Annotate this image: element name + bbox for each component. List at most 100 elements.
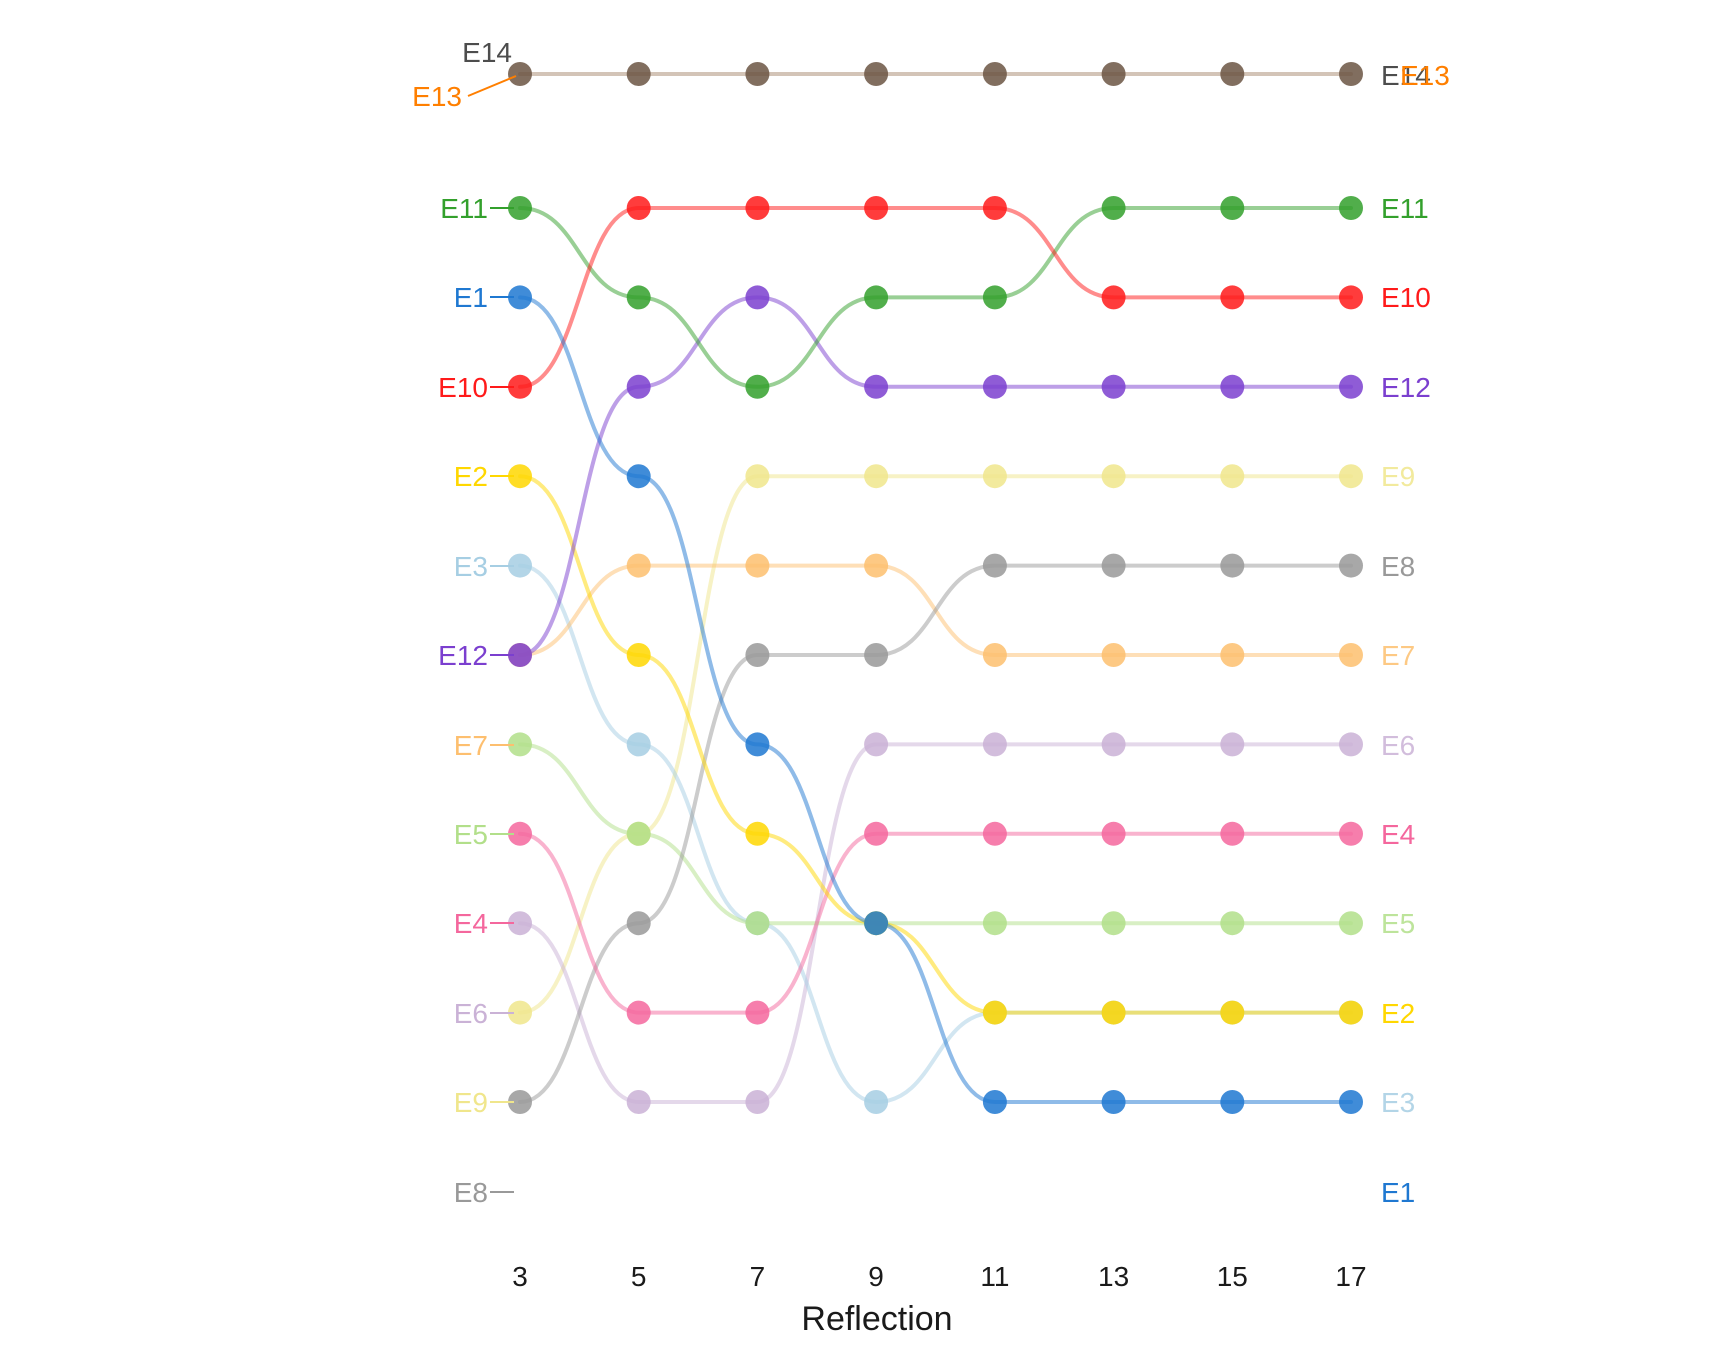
label-right-e5: E5 [1381, 908, 1415, 939]
point-e5-x3 [508, 732, 532, 757]
x-tick-label-3: 3 [512, 1261, 528, 1292]
label-right-e8: E8 [1381, 551, 1415, 582]
label-left-e12: E12 [438, 640, 488, 671]
point-e4-x7 [745, 1000, 770, 1025]
point-e9-x7 [745, 464, 770, 489]
point-e4-x13 [1101, 821, 1126, 846]
point-e6-x15 [1220, 732, 1245, 757]
point-e9-x17 [1339, 464, 1363, 489]
label-left-e6: E6 [454, 998, 488, 1029]
x-tick-label-17: 17 [1335, 1261, 1366, 1292]
x-tick-label-11: 11 [980, 1261, 1009, 1292]
point-e12-x15 [1220, 374, 1245, 399]
point-e5-x15 [1220, 911, 1245, 936]
point-e14-x13 [1101, 62, 1126, 86]
point-e11-x3 [508, 196, 532, 220]
label-left-e11: E11 [440, 193, 488, 224]
x-tick-label-7: 7 [750, 1261, 766, 1292]
point-e9-x9 [864, 464, 889, 489]
point-e4-x17 [1339, 821, 1363, 846]
point-e7-x11 [982, 643, 1007, 667]
point-e14-x5 [626, 62, 651, 86]
point-e11-x7 [745, 374, 770, 399]
point-e6-x13 [1101, 732, 1126, 757]
point-e5-x7 [745, 911, 770, 936]
label-right-e14: E14 [1381, 60, 1431, 91]
point-e12-x17 [1339, 374, 1363, 399]
point-e6-x11 [982, 732, 1007, 757]
label-left-e8: E8 [454, 1177, 488, 1208]
point-e7-x9 [864, 553, 889, 578]
point-e10-x17 [1339, 285, 1363, 310]
point-e8-x5 [626, 911, 651, 936]
point-e9-x11 [982, 464, 1007, 489]
point-e14-x11 [982, 62, 1007, 86]
point-e14-x17 [1339, 62, 1363, 86]
point-e4-x3 [508, 821, 532, 846]
point-e10-x11 [982, 196, 1007, 220]
point-e10-x3 [508, 374, 532, 399]
point-e2-x17 [1339, 1000, 1363, 1025]
point-e7-x15 [1220, 643, 1245, 667]
point-e2-x5 [626, 643, 651, 667]
point-e7-x5 [626, 553, 651, 578]
point-e8-x3 [508, 1090, 532, 1114]
x-tick-label-15: 15 [1217, 1261, 1248, 1292]
point-e6-x3 [508, 911, 532, 936]
label-left-e13: E13 [412, 81, 462, 112]
label-left-e4: E4 [454, 908, 488, 939]
point-e10-x15 [1220, 285, 1245, 310]
point-e4-x15 [1220, 821, 1245, 846]
point-e5-x17 [1339, 911, 1363, 936]
point-e12-x5 [626, 374, 651, 399]
point-e11-x11 [982, 285, 1007, 310]
point-e4-x11 [982, 821, 1007, 846]
point-e11-x9 [864, 285, 889, 310]
point-e7-x17 [1339, 643, 1363, 667]
label-right-e10: E10 [1381, 282, 1431, 313]
point-e1-x5 [626, 464, 651, 489]
point-e5-x13 [1101, 911, 1126, 936]
series-lines [518, 71, 1353, 1105]
label-left-e1: E1 [454, 282, 488, 313]
leader-left-e13 [467, 75, 517, 97]
point-e7-x7 [745, 553, 770, 578]
label-left-e7: E7 [454, 730, 488, 761]
label-right-e7: E7 [1381, 640, 1415, 671]
point-e7-x13 [1101, 643, 1126, 667]
label-right-e9: E9 [1381, 461, 1415, 492]
point-e5-x5 [626, 821, 651, 846]
point-e14-x3 [508, 62, 532, 86]
x-tick-label-9: 9 [868, 1261, 884, 1292]
point-e1-x9 [864, 911, 889, 936]
point-e3-x3 [508, 553, 532, 578]
series-line-e1 [518, 295, 1353, 1104]
label-right-e2: E2 [1381, 998, 1415, 1029]
point-e12-x3 [508, 643, 532, 667]
label-left-e9: E9 [454, 1087, 488, 1118]
point-e2-x7 [745, 821, 770, 846]
point-e3-x9 [864, 1090, 889, 1114]
label-left-e10: E10 [438, 372, 488, 403]
x-tick-label-13: 13 [1098, 1261, 1129, 1292]
point-e14-x7 [745, 62, 770, 86]
point-e3-x5 [626, 732, 651, 757]
label-right-e4: E4 [1381, 819, 1415, 850]
point-e1-x13 [1101, 1090, 1126, 1114]
point-e9-x15 [1220, 464, 1245, 489]
point-e2-x13 [1101, 1000, 1126, 1025]
point-e2-x11 [982, 1000, 1007, 1025]
point-e1-x15 [1220, 1090, 1245, 1114]
point-e1-x17 [1339, 1090, 1363, 1114]
point-e8-x9 [864, 643, 889, 667]
point-e6-x17 [1339, 732, 1363, 757]
point-e6-x7 [745, 1090, 770, 1114]
point-e4-x9 [864, 821, 889, 846]
label-left-e14: E14 [462, 37, 512, 68]
point-e10-x5 [626, 196, 651, 220]
point-e4-x5 [626, 1000, 651, 1025]
label-left-e3: E3 [454, 551, 488, 582]
point-e1-x3 [508, 285, 532, 310]
label-right-e1: E1 [1381, 1177, 1415, 1208]
